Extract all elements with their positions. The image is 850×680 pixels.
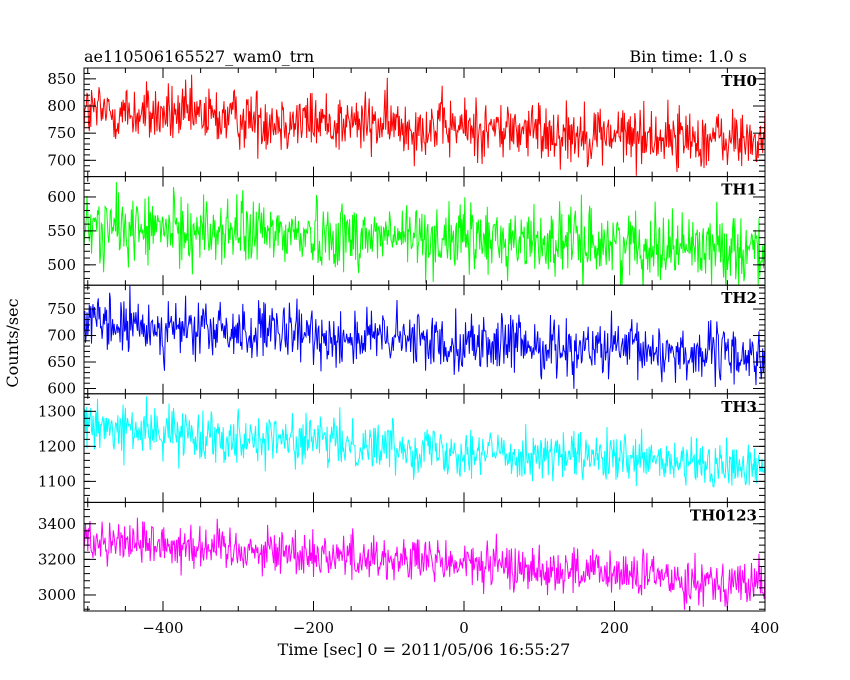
panels-group: 700 750 800 850 TH0 500 550 600 TH1 600 650 700 750 T…	[38, 67, 766, 612]
x-tick-label: 400	[751, 619, 780, 637]
x-tick-label: 200	[600, 619, 629, 637]
y-tick-label: 500	[47, 256, 76, 274]
series-line-th1	[84, 182, 765, 286]
y-tick-label: 650	[47, 353, 76, 371]
bin-time-label: Bin time: 1.0 s	[629, 47, 747, 66]
panel-th2: 600 650 700 750 TH2	[47, 284, 766, 398]
y-tick-label: 3000	[38, 586, 76, 604]
y-tick-label: 750	[47, 300, 76, 318]
y-tick-label: 850	[47, 70, 76, 88]
panel-th0: 700 750 800 850 TH0	[47, 67, 766, 178]
y-axis-label: Counts/sec	[3, 298, 22, 387]
x-axis-label: Time [sec] 0 = 2011/05/06 16:55:27	[278, 640, 571, 659]
series-line-th0123	[84, 517, 765, 610]
y-tick-label: 800	[47, 97, 76, 115]
panel-label-th1: TH1	[721, 181, 757, 199]
y-tick-label: 750	[47, 124, 76, 142]
panel-label-th0: TH0	[721, 72, 757, 90]
y-tick-label: 3400	[38, 515, 76, 533]
series-line-th2	[84, 285, 765, 389]
y-tick-label: 550	[47, 222, 76, 240]
chart-title: ae110506165527_wam0_trn	[84, 47, 314, 66]
panel-th1: 500 550 600 TH1	[47, 176, 766, 286]
x-tick-label: 0	[459, 619, 469, 637]
panel-label-th0123: TH0123	[690, 506, 757, 524]
x-axis: −400 −200 0 200 400	[142, 619, 779, 637]
panel-frame	[83, 501, 766, 612]
panel-th0123: 3000 3200 3400 TH0123	[38, 501, 766, 612]
y-tick-label: 3200	[38, 550, 76, 568]
y-tick-label: 1100	[38, 472, 76, 490]
y-tick-label: 700	[47, 151, 76, 169]
y-tick-label: 1300	[38, 402, 76, 420]
series-line-th0	[84, 74, 765, 176]
x-tick-label: −400	[142, 619, 183, 637]
y-tick-label: 600	[47, 188, 76, 206]
panel-label-th3: TH3	[721, 398, 757, 416]
x-tick-label: −200	[293, 619, 334, 637]
y-tick-label: 1200	[38, 437, 76, 455]
y-tick-label: 600	[47, 380, 76, 398]
panel-label-th2: TH2	[721, 289, 757, 307]
panel-th3: 1100 1200 1300 TH3	[38, 393, 766, 503]
y-tick-label: 700	[47, 327, 76, 345]
series-line-th3	[84, 396, 765, 488]
